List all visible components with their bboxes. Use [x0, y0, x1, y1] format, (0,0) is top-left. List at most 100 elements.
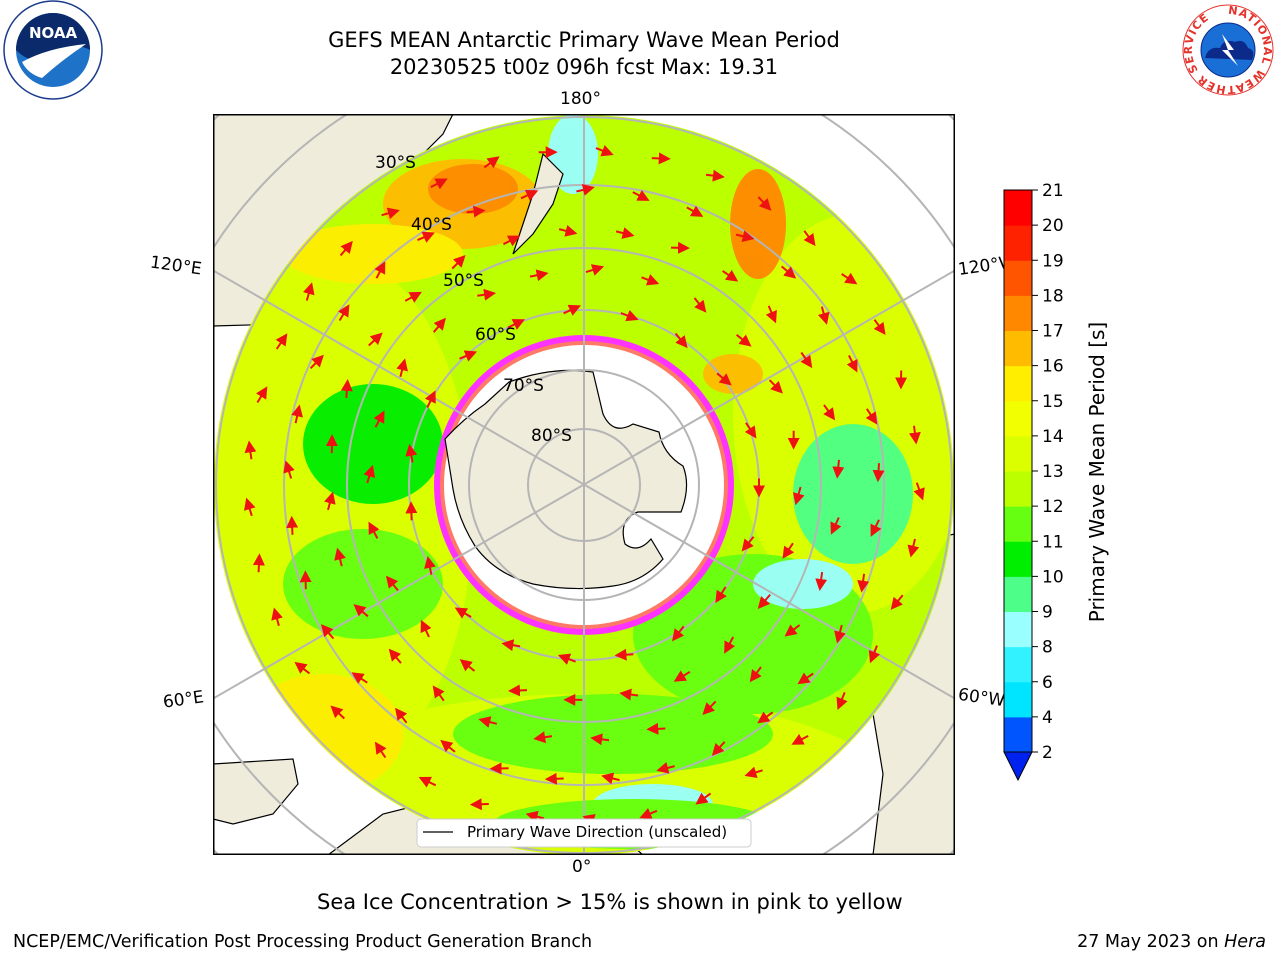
colorbar-segment: [1004, 260, 1032, 296]
wave-arrow: [817, 306, 830, 325]
wave-arrow: [396, 358, 408, 378]
map-legend: Primary Wave Direction (unscaled): [416, 818, 752, 848]
lon-label-180: 180°: [560, 89, 601, 109]
wave-arrow: [673, 670, 691, 682]
wave-arrow: [711, 741, 726, 756]
colorbar-tick-label: 9: [1042, 603, 1053, 623]
wave-arrow: [846, 354, 858, 373]
colorbar-tick-label: 10: [1042, 567, 1064, 587]
wave-arrow: [744, 766, 763, 779]
wave-arrow: [830, 517, 842, 535]
colorbar-segment: [1004, 365, 1032, 402]
lat-label-80s: 80°S: [531, 426, 572, 446]
wave-arrow: [420, 619, 432, 638]
colorbar-tick-label: 8: [1042, 638, 1053, 658]
graticule: [213, 114, 955, 855]
wave-arrow: [417, 231, 435, 243]
wave-arrow: [841, 272, 858, 285]
wave-arrow: [459, 350, 478, 362]
wave-arrow: [466, 205, 486, 218]
wave-arrow: [870, 519, 882, 537]
wave-arrow: [722, 269, 739, 282]
colorbar-tick-label: 17: [1042, 322, 1064, 342]
noaa-logo-text: NOAA: [29, 24, 78, 42]
wave-arrow: [834, 624, 846, 644]
wave-arrow: [873, 319, 886, 336]
wave-arrow: [373, 410, 385, 428]
lat-label-50s: 50°S: [443, 271, 484, 291]
noaa-logo: NOAA: [3, 0, 103, 100]
colorbar-segment: [1004, 400, 1032, 437]
wave-arrow: [338, 304, 350, 322]
wave-arrow: [351, 672, 368, 684]
wave-arrow: [913, 482, 925, 501]
wave-arrow: [868, 645, 880, 664]
wave-arrow: [715, 586, 727, 604]
colorbar-segment: [1004, 611, 1032, 648]
wave-arrow: [451, 255, 466, 270]
map-subtitle: 20230525 t00z 096h fcst Max: 19.31: [389, 55, 779, 79]
wave-arrow: [695, 792, 712, 805]
wave-arrow: [815, 571, 828, 591]
colorbar-tick-label: 11: [1042, 532, 1064, 552]
wave-arrow: [872, 463, 885, 483]
wave-arrow: [674, 332, 688, 349]
colorbar-segment: [1004, 295, 1032, 331]
wave-arrow: [339, 240, 353, 257]
wave-arrow: [716, 372, 732, 386]
wave-arrow: [908, 425, 921, 445]
wave-arrow: [424, 390, 436, 409]
wave-arrow: [363, 464, 376, 484]
wave-arrow: [432, 317, 446, 333]
colorbar-segment: [1004, 190, 1032, 226]
wave-arrow: [757, 711, 774, 724]
colorbar-tick-label: 12: [1042, 497, 1064, 517]
colorbar-extend: [1003, 751, 1033, 782]
legend-label: Primary Wave Direction (unscaled): [467, 823, 727, 841]
wave-arrow: [291, 404, 303, 424]
wave-arrow: [780, 265, 797, 279]
wave-arrow: [749, 666, 762, 683]
lat-label-60s: 60°S: [475, 325, 516, 345]
nws-logo: NATIONAL WEATHER SERVICE: [1179, 1, 1277, 99]
wave-arrow: [286, 515, 299, 535]
wave-arrow: [388, 648, 402, 664]
wave-arrow: [525, 810, 545, 823]
colorbar-tick-label: 14: [1042, 427, 1064, 447]
wave-arrow: [368, 332, 383, 347]
colorbar-tick-label: 6: [1042, 673, 1053, 693]
colorbar-tick-label: 15: [1042, 392, 1064, 412]
wave-arrow: [454, 607, 472, 619]
lat-label-70s: 70°S: [503, 376, 544, 396]
wave-arrow: [768, 379, 783, 394]
colorbar-tick-label: 13: [1042, 462, 1064, 482]
wave-arrow: [744, 422, 757, 439]
wave-arrow: [620, 309, 639, 322]
wave-arrow: [907, 538, 920, 558]
sea-ice-note: Sea Ice Concentration > 15% is shown in …: [317, 890, 903, 914]
colorbar-segment: [1004, 646, 1032, 683]
wave-arrow: [302, 282, 315, 301]
wave-arrow: [309, 354, 324, 369]
wave-arrow: [646, 722, 666, 735]
wave-arrow: [724, 636, 736, 654]
antarctica: [444, 369, 688, 590]
wave-arrow: [671, 625, 685, 642]
wave-arrow: [832, 459, 845, 479]
wave-arrow: [340, 379, 353, 398]
footer-credit: NCEP/EMC/Verification Post Processing Pr…: [13, 932, 593, 952]
wave-arrow: [836, 692, 848, 710]
wave-arrow: [374, 741, 387, 759]
polar-map: 30°S 40°S 50°S 60°S 70°S 80°S Primary Wa…: [213, 114, 955, 855]
colorbar-segment: [1004, 330, 1032, 367]
colorbar-segment: [1004, 541, 1032, 577]
lon-label-120e: 120°E: [148, 252, 203, 280]
wave-arrow: [702, 700, 717, 715]
wave-arrow: [619, 688, 639, 701]
wave-direction-arrows: [244, 145, 925, 826]
wave-arrow: [374, 261, 386, 279]
colorbar: 2 4 6 8 9 10 11 12 13 14 15 16 17 18 19 20 21: [1003, 181, 1064, 782]
wave-arrow: [405, 443, 418, 463]
wave-arrow: [424, 556, 436, 575]
wave-arrow: [563, 304, 581, 316]
